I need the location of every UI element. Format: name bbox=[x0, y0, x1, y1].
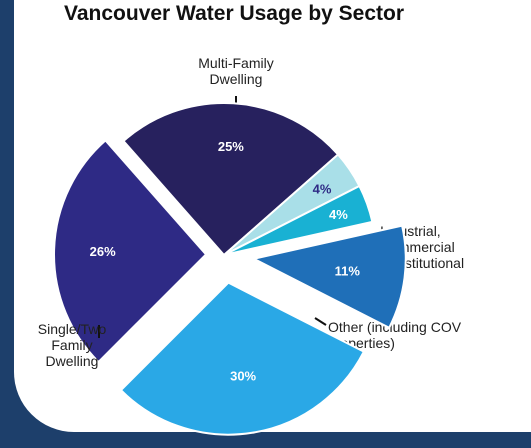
pie-slice-parks bbox=[223, 184, 374, 256]
slice-category-label: Single/Two Family Dwelling bbox=[38, 321, 107, 369]
pie-slice-multi-family-dwelling bbox=[53, 139, 208, 364]
slice-category-label: Multi-Family Dwelling bbox=[198, 55, 273, 87]
leader-line bbox=[314, 317, 327, 326]
pie-slice-single-two-family-dwelling bbox=[119, 281, 366, 436]
slice-percent-label: 25% bbox=[218, 139, 244, 154]
slice-percent-label: 4% bbox=[329, 207, 348, 222]
slice-percent-label: 4% bbox=[313, 181, 332, 196]
slice-percent-label: 26% bbox=[90, 244, 116, 259]
slice-percent-label: 11% bbox=[335, 264, 361, 279]
pie-slice-industrial-commercial-institutional bbox=[122, 102, 340, 257]
slice-percent-label: 30% bbox=[230, 369, 256, 384]
chart-title: Vancouver Water Usage by Sector bbox=[64, 2, 405, 25]
pie-slice-system-leakage bbox=[250, 224, 407, 330]
